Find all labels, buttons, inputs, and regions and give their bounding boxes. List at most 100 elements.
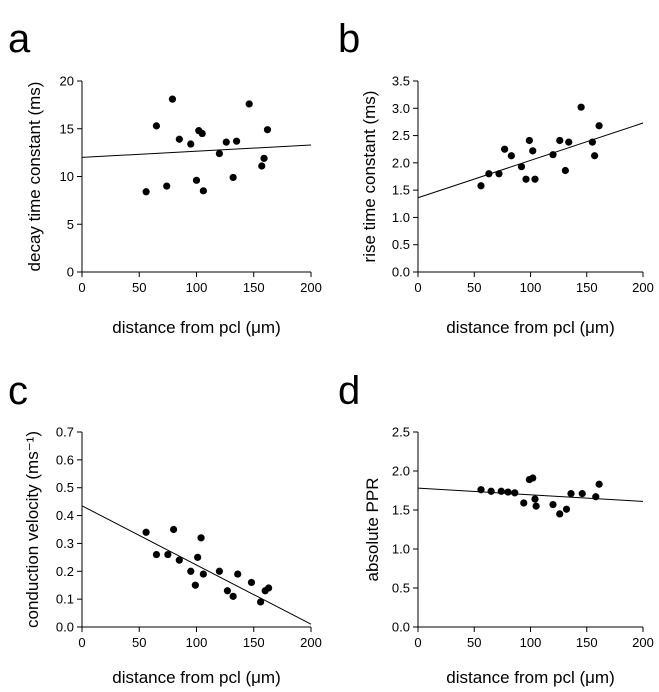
data-point — [549, 500, 557, 509]
data-point — [234, 570, 242, 578]
y-tick-label: 2.5 — [392, 128, 410, 143]
data-point — [517, 163, 526, 171]
data-point — [588, 138, 596, 146]
data-point — [199, 187, 207, 195]
y-tick-label: 1.0 — [392, 210, 410, 225]
y-tick-label: 0.5 — [392, 237, 410, 252]
regression-line — [81, 144, 312, 158]
data-point — [525, 136, 533, 145]
x-tick-label: 100 — [186, 280, 208, 295]
data-point — [265, 584, 273, 592]
x-tick-label: 0 — [78, 280, 85, 295]
y-tick-label: 1.5 — [392, 503, 410, 518]
data-point — [529, 474, 537, 482]
panel-c: c 0.0 0.1 0.2 0.3 0.4 0.5 0.6 0.7 0 50 100 150 200 dis… — [8, 369, 322, 687]
data-point — [199, 570, 207, 578]
y-tick-label: 0.2 — [56, 564, 74, 579]
y-tick-label: 15 — [60, 121, 74, 136]
y-tick-label: 0.5 — [392, 581, 410, 596]
y-tick-label: 0.0 — [392, 620, 410, 635]
data-point — [556, 510, 564, 518]
data-point — [556, 136, 564, 145]
y-tick-label: 5 — [67, 217, 74, 232]
data-point — [595, 122, 603, 130]
regression-line — [81, 505, 312, 625]
data-point — [591, 152, 599, 160]
x-tick-label: 150 — [576, 635, 598, 650]
panel-b: b 0.0 0.5 1.0 1.5 2.0 2.5 3.0 3.5 0 50 100 150 200 dis… — [338, 17, 654, 337]
x-tick-label: 0 — [414, 280, 421, 295]
data-point — [164, 550, 172, 559]
x-tick-label: 50 — [132, 635, 146, 650]
data-point — [197, 534, 205, 542]
y-tick-label: 2.0 — [392, 464, 410, 479]
data-point — [531, 175, 539, 183]
y-tick-label: 10 — [60, 169, 74, 184]
data-point — [520, 499, 528, 507]
y-tick-label: 2.5 — [392, 425, 410, 440]
data-point — [532, 502, 540, 510]
data-point — [595, 480, 603, 488]
x-tick-label: 100 — [186, 635, 208, 650]
data-point — [504, 488, 512, 496]
y-tick-label: 0.3 — [56, 536, 74, 551]
regression-line — [417, 122, 644, 199]
y-tick-label: 0 — [67, 265, 74, 280]
data-point — [215, 567, 223, 575]
data-point — [187, 140, 195, 148]
x-tick-label: 50 — [132, 280, 146, 295]
x-tick-label: 200 — [300, 280, 322, 295]
panel-letter: d — [338, 369, 360, 413]
data-point — [229, 592, 237, 600]
data-point — [507, 152, 515, 160]
y-tick-label: 3.5 — [392, 74, 410, 89]
data-point — [497, 487, 505, 495]
x-tick-label: 200 — [632, 635, 654, 650]
data-point — [577, 103, 585, 111]
data-point — [191, 581, 199, 589]
data-point — [257, 598, 265, 606]
regression-line — [417, 487, 644, 502]
data-point — [142, 188, 150, 196]
data-point — [170, 525, 178, 534]
data-point — [529, 147, 537, 155]
x-tick-label: 150 — [243, 280, 265, 295]
x-tick-label: 0 — [414, 635, 421, 650]
data-point — [501, 145, 509, 153]
panel-d: d 0.0 0.5 1.0 1.5 2.0 2.5 0 50 100 150 200 distance … — [338, 369, 654, 687]
x-axis-label: distance from pcl (μm) — [446, 668, 615, 687]
panel-letter: a — [8, 17, 31, 61]
y-tick-label: 2.0 — [392, 155, 410, 170]
y-tick-label: 1.0 — [392, 542, 410, 557]
data-point — [152, 550, 161, 559]
y-tick-label: 0.7 — [56, 425, 74, 440]
data-point — [578, 490, 586, 498]
data-point — [562, 505, 571, 513]
data-point — [487, 487, 495, 495]
panel-letter: b — [338, 17, 360, 61]
y-axis-label: decay time constant (ms) — [25, 82, 44, 272]
data-point — [260, 154, 268, 162]
data-point — [187, 567, 195, 575]
x-tick-label: 100 — [520, 635, 542, 650]
x-axis-label: distance from pcl (μm) — [112, 668, 281, 687]
data-point — [561, 166, 569, 175]
data-point — [511, 489, 519, 497]
y-tick-label: 0.1 — [56, 592, 74, 607]
x-tick-label: 50 — [467, 635, 481, 650]
data-point — [142, 528, 150, 536]
x-tick-label: 200 — [632, 280, 654, 295]
data-point — [531, 495, 539, 503]
x-axis-label: distance from pcl (μm) — [112, 318, 281, 337]
data-point — [495, 170, 503, 178]
y-tick-label: 20 — [60, 74, 74, 89]
data-point — [245, 100, 253, 108]
data-point — [222, 138, 230, 146]
data-point — [522, 175, 530, 183]
y-tick-label: 0.6 — [56, 452, 74, 467]
y-tick-label: 0.4 — [56, 508, 74, 523]
y-tick-label: 0.0 — [56, 620, 74, 635]
data-point — [258, 162, 266, 170]
